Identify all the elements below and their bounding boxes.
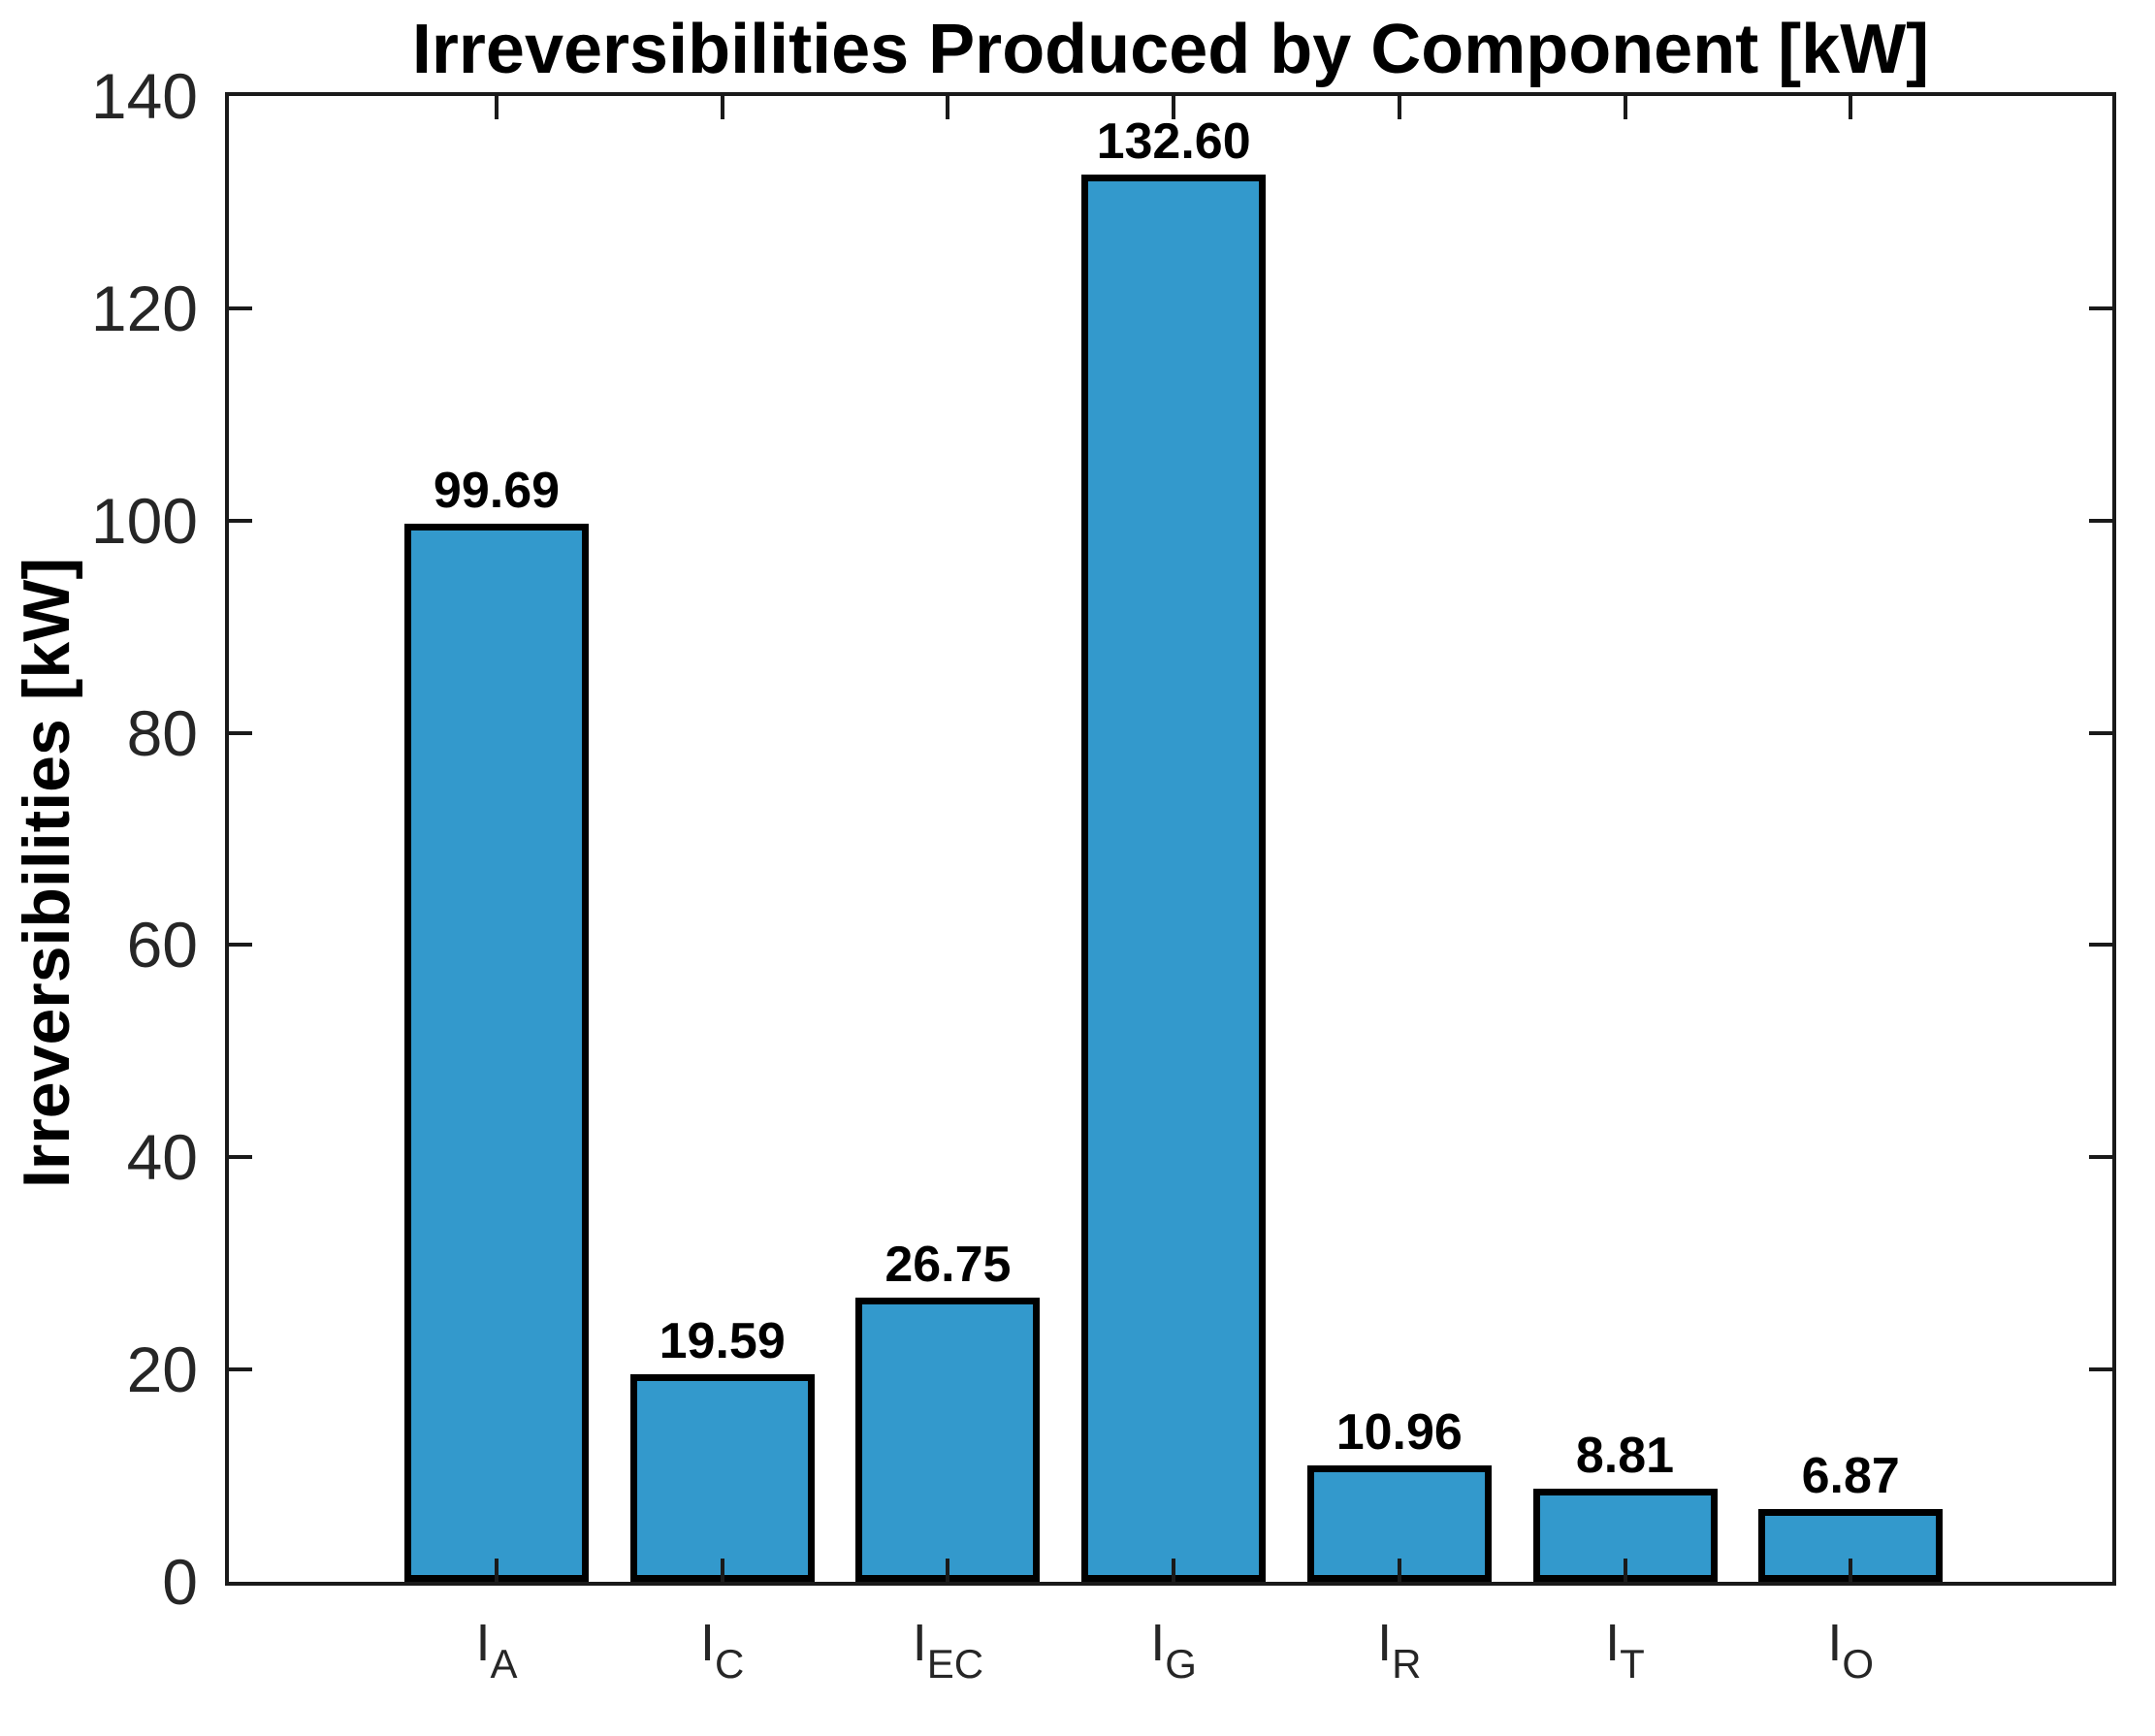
- chart-title: Irreversibilities Produced by Component …: [411, 11, 1930, 88]
- y-tick-label-40: 40: [126, 1121, 198, 1194]
- y-tick-right: [2089, 305, 2112, 310]
- x-tick-label-I_G: IG: [1150, 1614, 1197, 1687]
- bar-value-label: 132.60: [1096, 113, 1251, 170]
- plot-area: [225, 92, 2116, 1586]
- y-tick-label-140: 140: [90, 60, 198, 132]
- y-tick-left: [229, 1367, 252, 1372]
- bar-value-label: 6.87: [1801, 1447, 1900, 1504]
- x-tick-label-I_O: IO: [1827, 1614, 1875, 1687]
- y-tick-left: [229, 1155, 252, 1160]
- x-tick-top: [720, 96, 724, 119]
- y-tick-right: [2089, 1155, 2112, 1160]
- bar-value-label: 26.75: [885, 1237, 1012, 1294]
- x-tick-top: [1397, 96, 1401, 119]
- y-tick-left: [229, 305, 252, 310]
- x-tick-bottom: [720, 1559, 724, 1582]
- y-tick-label-120: 120: [90, 272, 198, 344]
- x-tick-top: [1849, 96, 1853, 119]
- bar-value-label: 8.81: [1575, 1427, 1675, 1484]
- y-axis-label: Irreversibilities [kW]: [10, 557, 83, 1189]
- x-tick-bottom: [1397, 1559, 1401, 1582]
- x-tick-top: [1172, 96, 1176, 119]
- x-tick-bottom: [1849, 1559, 1853, 1582]
- x-tick-top: [946, 96, 950, 119]
- bar-value-label: 99.69: [433, 463, 561, 520]
- x-tick-label-I_R: IR: [1377, 1614, 1422, 1687]
- y-tick-right: [2089, 518, 2112, 523]
- x-tick-label-I_A: IA: [475, 1614, 518, 1687]
- y-tick-left: [229, 943, 252, 948]
- x-tick-bottom: [946, 1559, 950, 1582]
- y-tick-right: [2089, 943, 2112, 948]
- y-tick-label-100: 100: [90, 484, 198, 557]
- bar-value-label: 19.59: [659, 1312, 786, 1369]
- x-tick-top: [1623, 96, 1627, 119]
- bar-I_G: [1081, 175, 1267, 1582]
- x-tick-bottom: [495, 1559, 499, 1582]
- x-tick-bottom: [1623, 1559, 1627, 1582]
- bar-I_A: [404, 524, 589, 1582]
- x-tick-label-I_EC: IEC: [912, 1614, 984, 1687]
- x-tick-top: [495, 96, 499, 119]
- y-tick-right: [2089, 1367, 2112, 1372]
- bar-value-label: 10.96: [1335, 1404, 1463, 1462]
- bar-I_EC: [855, 1298, 1041, 1582]
- y-tick-label-0: 0: [162, 1546, 198, 1618]
- y-tick-left: [229, 730, 252, 735]
- y-tick-left: [229, 518, 252, 523]
- bar-I_C: [629, 1374, 815, 1582]
- y-tick-label-80: 80: [126, 696, 198, 769]
- y-tick-label-60: 60: [126, 909, 198, 981]
- x-tick-label-I_T: IT: [1605, 1614, 1645, 1687]
- x-tick-bottom: [1172, 1559, 1176, 1582]
- y-tick-right: [2089, 730, 2112, 735]
- x-tick-label-I_C: IC: [700, 1614, 745, 1687]
- y-tick-label-20: 20: [126, 1334, 198, 1406]
